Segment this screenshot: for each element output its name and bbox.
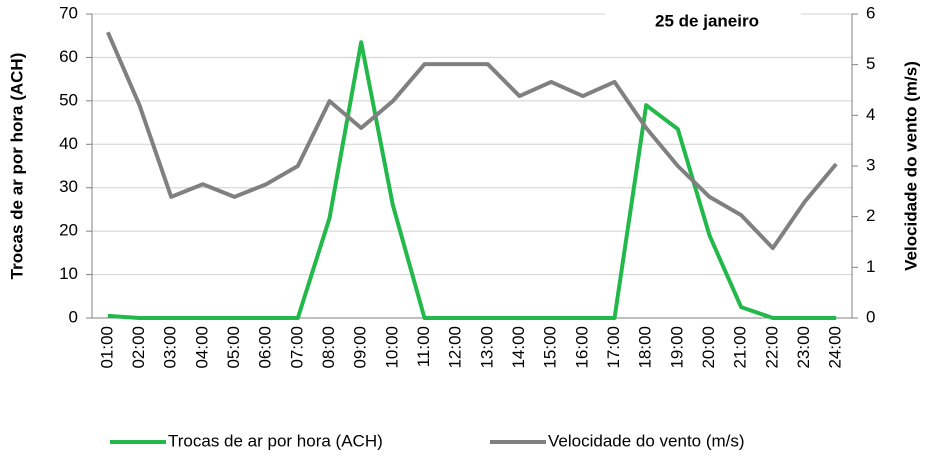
x-tick-label: 13:00	[477, 326, 496, 369]
x-tick-label: 15:00	[541, 326, 560, 369]
x-tick-label: 14:00	[509, 326, 528, 369]
y2-tick-label: 3	[866, 155, 875, 174]
x-tick-label: 10:00	[382, 326, 401, 369]
x-tick-label: 12:00	[446, 326, 465, 369]
y2-tick-label: 4	[866, 105, 875, 124]
x-tick-label: 07:00	[287, 326, 306, 369]
annotation: 25 de janeiro	[655, 11, 759, 30]
x-tick-label: 24:00	[826, 326, 845, 369]
series-line	[107, 40, 837, 320]
x-tick-label: 22:00	[762, 326, 781, 369]
annotation-box	[605, 4, 801, 40]
x-tick-label: 04:00	[192, 326, 211, 369]
y-tick-label: 40	[59, 134, 78, 153]
legend-label: Velocidade do vento (m/s)	[548, 431, 745, 450]
y-tick-label: 50	[59, 90, 78, 109]
x-tick-label: 16:00	[572, 326, 591, 369]
y2-tick-label: 5	[866, 54, 875, 73]
x-tick-label: 09:00	[351, 326, 370, 369]
x-tick-label: 23:00	[794, 326, 813, 369]
y-tick-label: 10	[59, 264, 78, 283]
x-tick-label: 21:00	[731, 326, 750, 369]
series-line	[105, 31, 838, 251]
x-tick-label: 01:00	[97, 326, 116, 369]
y2-tick-label: 1	[866, 257, 875, 276]
x-tick-label: 06:00	[256, 326, 275, 369]
x-tick-label: 19:00	[667, 326, 686, 369]
x-tick-label: 05:00	[224, 326, 243, 369]
y2-tick-label: 2	[866, 206, 875, 225]
y-axis-title: Trocas de ar por hora (ACH)	[7, 53, 26, 280]
x-tick-label: 20:00	[699, 326, 718, 369]
legend-label: Trocas de ar por hora (ACH)	[168, 431, 383, 450]
y2-tick-label: 0	[866, 307, 875, 326]
x-tick-label: 02:00	[129, 326, 148, 369]
x-tick-label: 17:00	[604, 326, 623, 369]
y-tick-label: 60	[59, 47, 78, 66]
y2-axis-title: Velocidade do vento (m/s)	[901, 61, 920, 271]
y2-tick-label: 6	[866, 3, 875, 22]
y-tick-label: 20	[59, 221, 78, 240]
y-tick-label: 0	[69, 307, 78, 326]
y-tick-label: 70	[59, 3, 78, 22]
x-tick-label: 18:00	[636, 326, 655, 369]
x-tick-label: 11:00	[414, 326, 433, 367]
x-tick-label: 03:00	[161, 326, 180, 369]
y-tick-label: 30	[59, 177, 78, 196]
x-tick-label: 08:00	[319, 326, 338, 369]
